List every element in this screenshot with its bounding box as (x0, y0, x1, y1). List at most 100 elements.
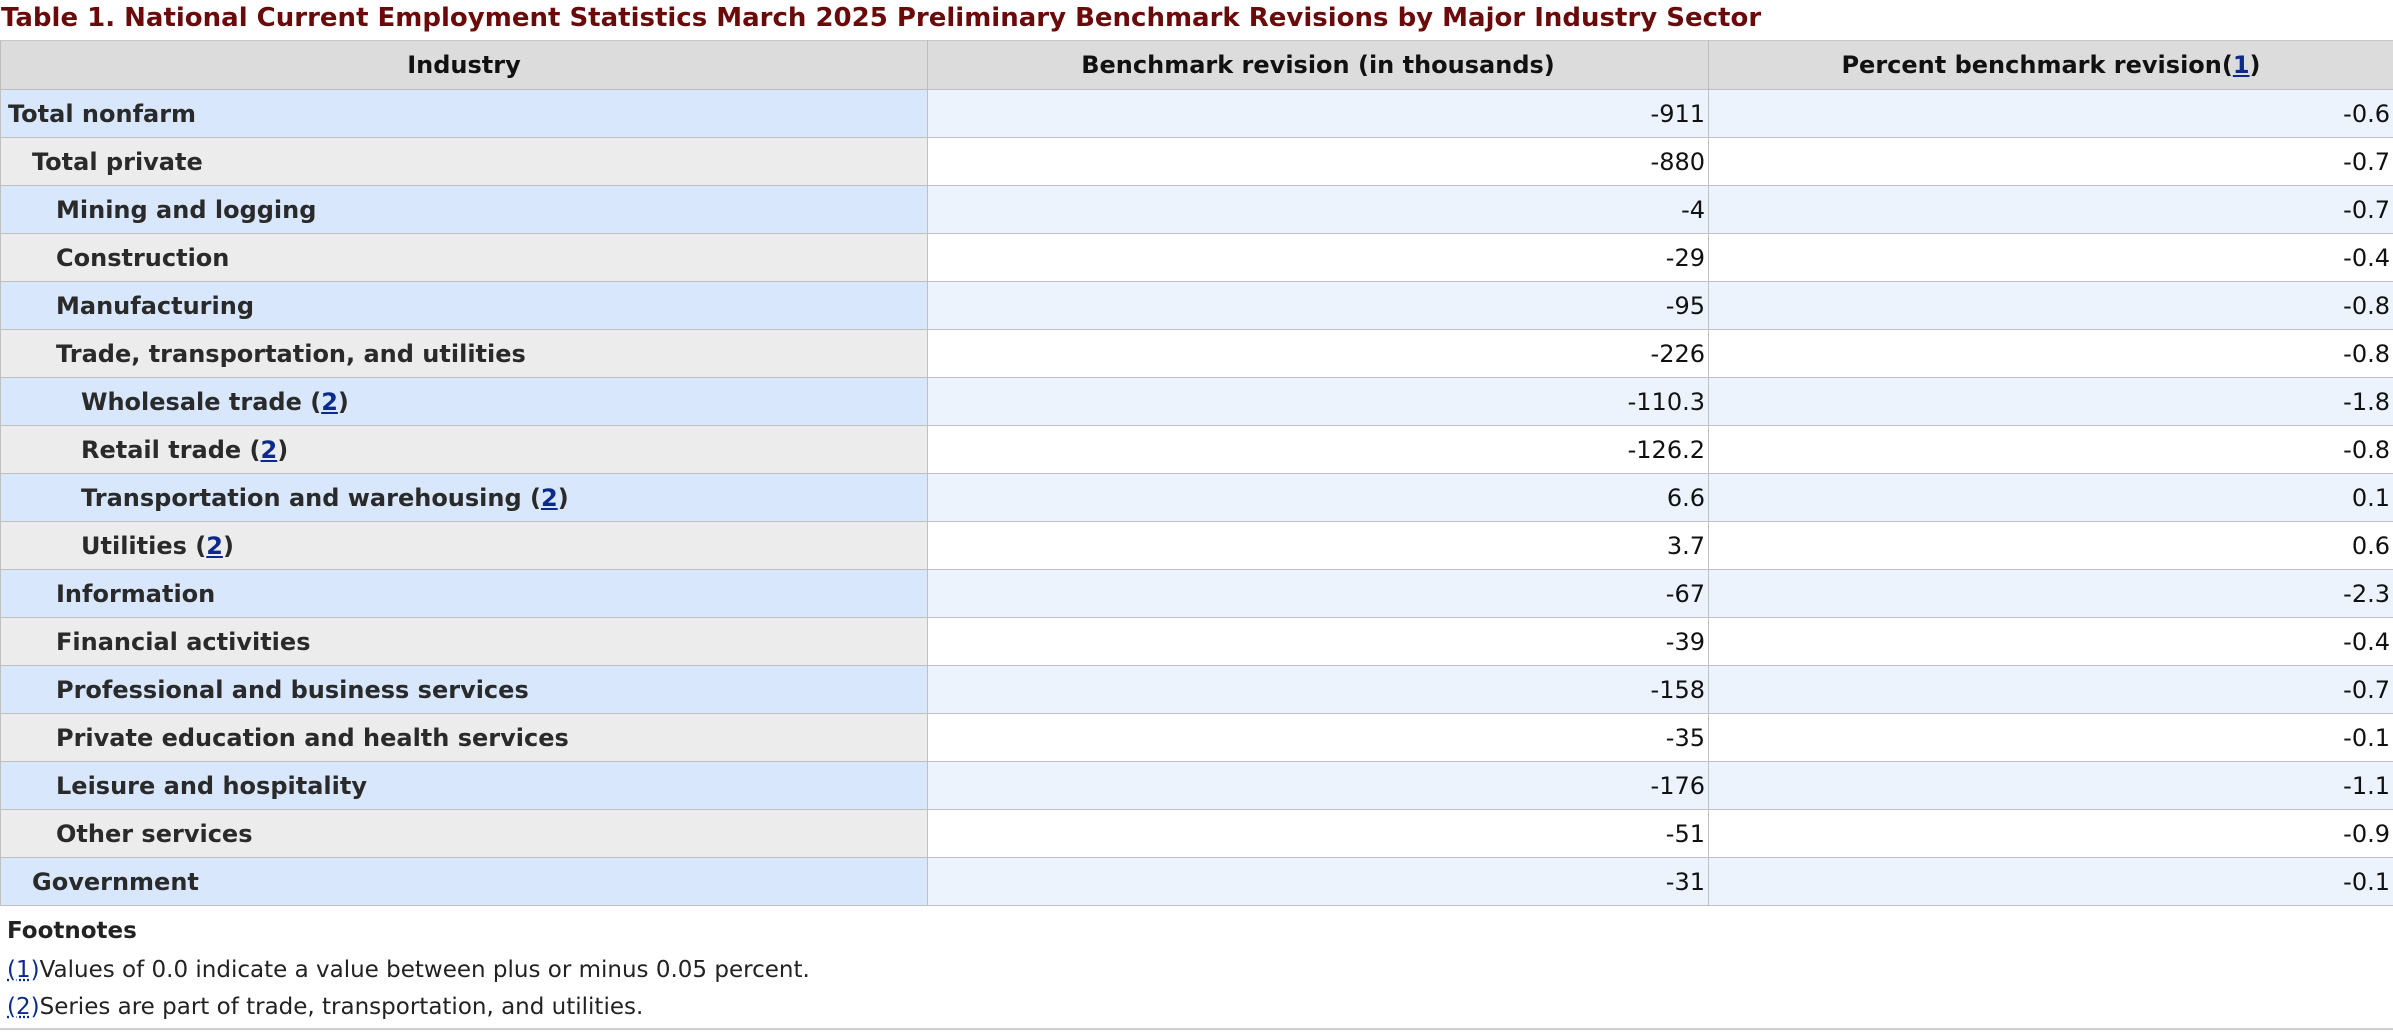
industry-cell: Construction (0, 233, 928, 282)
table-row: Total private -880 -0.7 (0, 137, 2393, 186)
percent-revision-cell: -0.7 (1708, 185, 2393, 234)
footnote-1-link[interactable]: 1 (2232, 51, 2250, 79)
industry-label: Transportation and warehousing (81, 483, 522, 512)
industry-cell: Retail trade (2) (0, 425, 928, 474)
footnote-2-link[interactable]: 2 (260, 435, 278, 464)
industry-label: Leisure and hospitality (56, 771, 367, 800)
industry-cell: Government (0, 857, 928, 906)
industry-label: Wholesale trade (81, 387, 302, 416)
industry-cell: Manufacturing (0, 281, 928, 330)
industry-label: Government (32, 867, 199, 896)
table-row: Private education and health services -35… (0, 713, 2393, 762)
benchmark-revision-cell: -911 (927, 89, 1709, 138)
benchmark-revision-cell: -158 (927, 665, 1709, 714)
industry-label: Trade, transportation, and utilities (56, 339, 526, 368)
industry-cell: Private education and health services (0, 713, 928, 762)
industry-cell: Information (0, 569, 928, 618)
percent-revision-cell: -1.8 (1708, 377, 2393, 426)
industry-cell: Wholesale trade (2) (0, 377, 928, 426)
footnote-2-text: Series are part of trade, transportation… (39, 994, 644, 1020)
benchmark-revision-cell: 6.6 (927, 473, 1709, 522)
percent-revision-cell: -0.1 (1708, 713, 2393, 762)
benchmark-revision-cell: -226 (927, 329, 1709, 378)
benchmark-revision-cell: -880 (927, 137, 1709, 186)
footnote-1: (1)Values of 0.0 indicate a value betwee… (0, 952, 2393, 989)
percent-revision-cell: -1.1 (1708, 761, 2393, 810)
benchmark-revision-cell: -31 (927, 857, 1709, 906)
table-row: Mining and logging -4 -0.7 (0, 185, 2393, 234)
footnote-1-marker[interactable]: (1) (7, 957, 40, 983)
benchmark-revision-cell: -29 (927, 233, 1709, 282)
table-row: Construction -29 -0.4 (0, 233, 2393, 282)
percent-revision-cell: -2.3 (1708, 569, 2393, 618)
benchmark-revision-cell: -176 (927, 761, 1709, 810)
industry-cell: Utilities (2) (0, 521, 928, 570)
industry-cell: Total private (0, 137, 928, 186)
industry-cell: Transportation and warehousing (2) (0, 473, 928, 522)
industry-label: Utilities (81, 531, 187, 560)
benchmark-revision-cell: -51 (927, 809, 1709, 858)
benchmark-revision-cell: -35 (927, 713, 1709, 762)
industry-label: Construction (56, 243, 230, 272)
percent-revision-cell: -0.8 (1708, 329, 2393, 378)
percent-revision-cell: -0.7 (1708, 665, 2393, 714)
benchmark-revision-cell: -39 (927, 617, 1709, 666)
footnote-2-link[interactable]: 2 (206, 531, 223, 560)
industry-cell: Total nonfarm (0, 89, 928, 138)
table-row: Utilities (2) 3.7 0.6 (0, 521, 2393, 570)
table-row: Retail trade (2) -126.2 -0.8 (0, 425, 2393, 474)
industry-label: Retail trade (81, 435, 242, 464)
industry-label: Private education and health services (56, 723, 569, 752)
industry-cell: Leisure and hospitality (0, 761, 928, 810)
table-row: Leisure and hospitality -176 -1.1 (0, 761, 2393, 810)
footnotes-section: Footnotes (1)Values of 0.0 indicate a va… (0, 906, 2393, 1030)
percent-revision-cell: -0.8 (1708, 281, 2393, 330)
footnotes-title: Footnotes (7, 918, 137, 944)
table-row: Professional and business services -158 -0… (0, 665, 2393, 714)
percent-revision-cell: -0.4 (1708, 617, 2393, 666)
table-row: Manufacturing -95 -0.8 (0, 281, 2393, 330)
header-percent-revision: Percent benchmark revision(1) (1708, 40, 2393, 90)
table-row: Other services -51 -0.9 (0, 809, 2393, 858)
percent-revision-cell: -0.4 (1708, 233, 2393, 282)
benchmark-revision-cell: -95 (927, 281, 1709, 330)
header-percent-label: Percent benchmark revision (1841, 51, 2222, 79)
table-row: Wholesale trade (2) -110.3 -1.8 (0, 377, 2393, 426)
footnote-2-link[interactable]: 2 (541, 483, 558, 512)
header-industry: Industry (0, 40, 928, 90)
percent-revision-cell: 0.1 (1708, 473, 2393, 522)
table-body: Total nonfarm -911 -0.6 Total private -880 -0… (0, 89, 2393, 906)
industry-label: Total private (32, 147, 203, 176)
benchmark-revision-cell: -67 (927, 569, 1709, 618)
table-header-row: Industry Benchmark revision (in thousand… (0, 40, 2393, 90)
industry-label: Other services (56, 819, 253, 848)
industry-cell: Trade, transportation, and utilities (0, 329, 928, 378)
table-row: Transportation and warehousing (2) 6.6 0.1 (0, 473, 2393, 522)
footnote-2-link[interactable]: 2 (321, 387, 338, 416)
industry-label: Information (56, 579, 216, 608)
percent-revision-cell: 0.6 (1708, 521, 2393, 570)
table-row: Financial activities -39 -0.4 (0, 617, 2393, 666)
percent-revision-cell: -0.8 (1708, 425, 2393, 474)
industry-cell: Other services (0, 809, 928, 858)
industry-cell: Professional and business services (0, 665, 928, 714)
header-benchmark-revision: Benchmark revision (in thousands) (927, 40, 1709, 90)
industry-label: Total nonfarm (8, 99, 197, 128)
industry-label: Professional and business services (56, 675, 529, 704)
footnote-2-marker[interactable]: (2) (7, 994, 40, 1020)
benchmark-revision-cell: -126.2 (927, 425, 1709, 474)
benchmark-revisions-table: Industry Benchmark revision (in thousand… (0, 40, 2393, 906)
percent-revision-cell: -0.1 (1708, 857, 2393, 906)
benchmark-revision-cell: 3.7 (927, 521, 1709, 570)
table-row: Information -67 -2.3 (0, 569, 2393, 618)
percent-revision-cell: -0.7 (1708, 137, 2393, 186)
percent-revision-cell: -0.9 (1708, 809, 2393, 858)
table-row: Government -31 -0.1 (0, 857, 2393, 906)
industry-label: Manufacturing (56, 291, 254, 320)
industry-cell: Mining and logging (0, 185, 928, 234)
benchmark-revision-cell: -110.3 (927, 377, 1709, 426)
table-caption: Table 1. National Current Employment Sta… (1, 3, 1762, 33)
industry-cell: Financial activities (0, 617, 928, 666)
table-row: Trade, transportation, and utilities -226… (0, 329, 2393, 378)
industry-label: Financial activities (56, 627, 311, 656)
